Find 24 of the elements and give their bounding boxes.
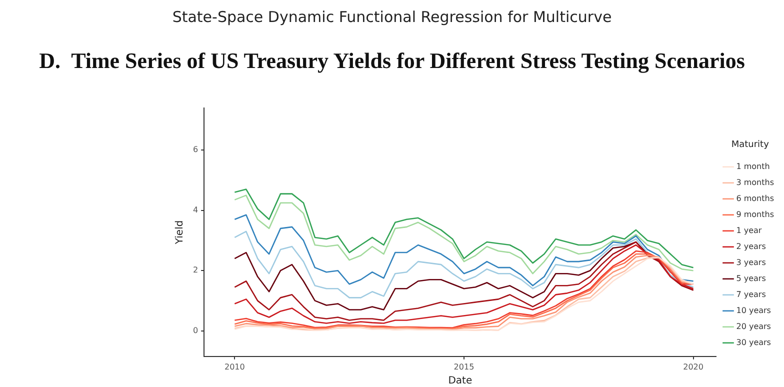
legend-label: 3 years <box>736 258 766 267</box>
y-axis-title: Yield <box>174 220 186 246</box>
legend-label: 6 months <box>736 194 774 203</box>
legend-label: 5 years <box>736 274 766 283</box>
y-tick-label: 2 <box>192 266 198 275</box>
x-tick-label: 2010 <box>224 362 245 372</box>
y-tick-label: 4 <box>192 205 198 214</box>
legend-label: 3 months <box>736 178 774 187</box>
y-tick-label: 0 <box>192 326 198 335</box>
legend-label: 9 months <box>736 210 774 219</box>
legend-label: 30 years <box>736 338 771 347</box>
legend-label: 2 years <box>736 242 766 251</box>
x-axis-title: Date <box>448 376 472 387</box>
chart-subtitle: State-Space Dynamic Functional Regression for Multicurve <box>171 8 613 26</box>
legend-label: 1 month <box>736 162 770 171</box>
y-tick-label: 6 <box>192 145 198 154</box>
legend-label: 1 year <box>736 226 762 235</box>
legend-label: 10 years <box>736 306 771 315</box>
legend-label: 7 years <box>736 290 766 299</box>
legend-title: Maturity <box>731 140 770 150</box>
x-tick-label: 2020 <box>683 362 704 372</box>
legend-label: 20 years <box>736 322 771 331</box>
x-tick-label: 2015 <box>454 362 474 372</box>
chart-title: D. Time Series of US Treasury Yields for Different Stress Testing Scenarios <box>38 48 746 74</box>
